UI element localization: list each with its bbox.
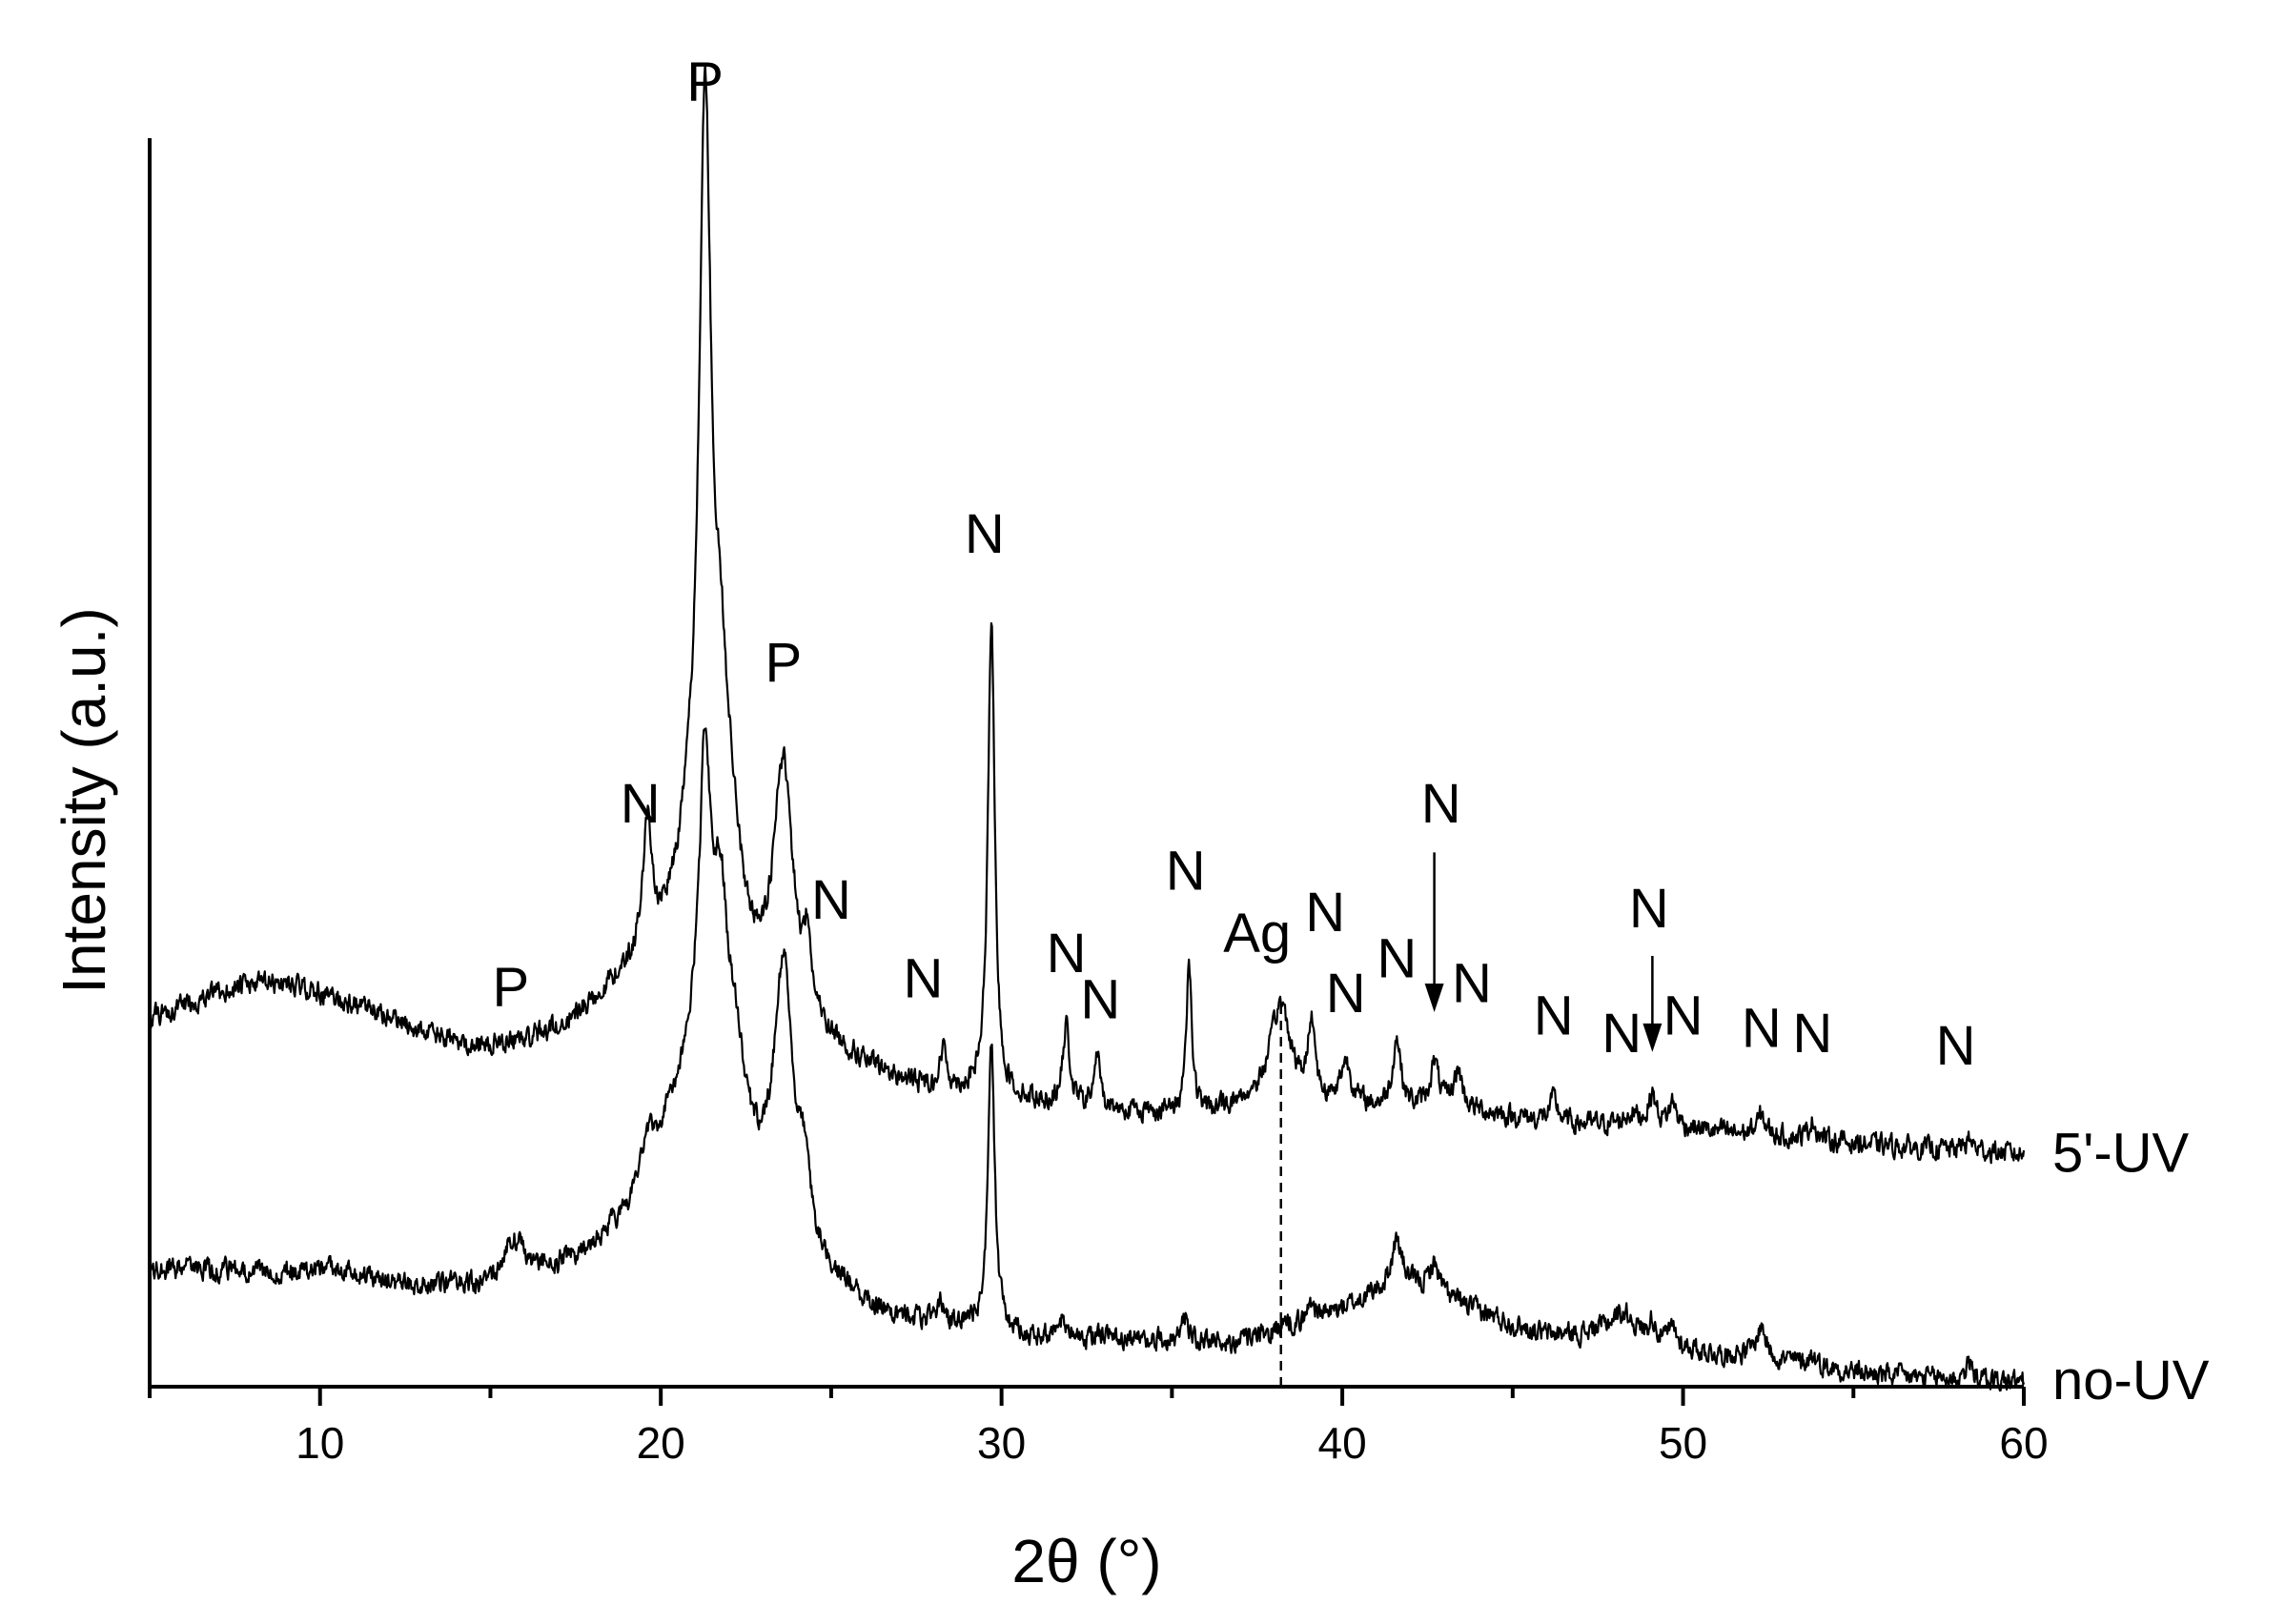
peak-arrow-head xyxy=(1424,984,1444,1012)
peak-label: N xyxy=(621,773,661,835)
x-tick-label: 40 xyxy=(1318,1418,1367,1468)
marker-layer xyxy=(1279,852,1663,1387)
series-label-1: no-UV xyxy=(2052,1350,2210,1411)
peak-label: N xyxy=(1936,1015,1976,1077)
peak-label: N xyxy=(1047,923,1087,985)
peak-label: N xyxy=(811,869,851,931)
x-tick-label: 10 xyxy=(296,1418,344,1468)
peak-label: N xyxy=(1452,953,1492,1015)
peak-label: N xyxy=(903,947,943,1009)
peak-label: N xyxy=(1663,985,1704,1047)
series-line-1 xyxy=(148,727,2026,1392)
y-axis-title: Intensity (a.u.) xyxy=(50,607,118,994)
peak-label: N xyxy=(1305,882,1345,944)
x-tick-label: 20 xyxy=(637,1418,685,1468)
peak-label: N xyxy=(1602,1003,1642,1065)
axes-layer: 10 20 30 40 50 60 xyxy=(148,138,2049,1468)
peak-label: P xyxy=(686,51,724,113)
x-tick-label: 50 xyxy=(1659,1418,1707,1468)
peak-label: P xyxy=(765,632,803,694)
peak-label: N xyxy=(1742,998,1782,1060)
series-line-0 xyxy=(148,62,2026,1165)
x-axis-title: 2θ (°) xyxy=(1011,1527,1161,1595)
peak-label: N xyxy=(1534,985,1574,1047)
peak-label: N xyxy=(1080,969,1120,1031)
peak-label: N xyxy=(1629,878,1669,940)
series-label-0: 5'-UV xyxy=(2052,1122,2190,1184)
x-tick-label: 60 xyxy=(1999,1418,2048,1468)
peak-label: Ag xyxy=(1223,903,1291,964)
peak-arrow-head xyxy=(1642,1023,1663,1052)
peak-label: N xyxy=(965,503,1005,565)
x-tick-label: 30 xyxy=(977,1418,1026,1468)
peak-label: P xyxy=(493,956,530,1018)
series-layer xyxy=(148,62,2026,1392)
peak-label: N xyxy=(1377,927,1417,989)
peak-label: N xyxy=(1166,841,1206,903)
peak-label: N xyxy=(1326,963,1366,1025)
peak-label: N xyxy=(1792,1003,1832,1065)
peak-label: N xyxy=(1421,773,1461,835)
